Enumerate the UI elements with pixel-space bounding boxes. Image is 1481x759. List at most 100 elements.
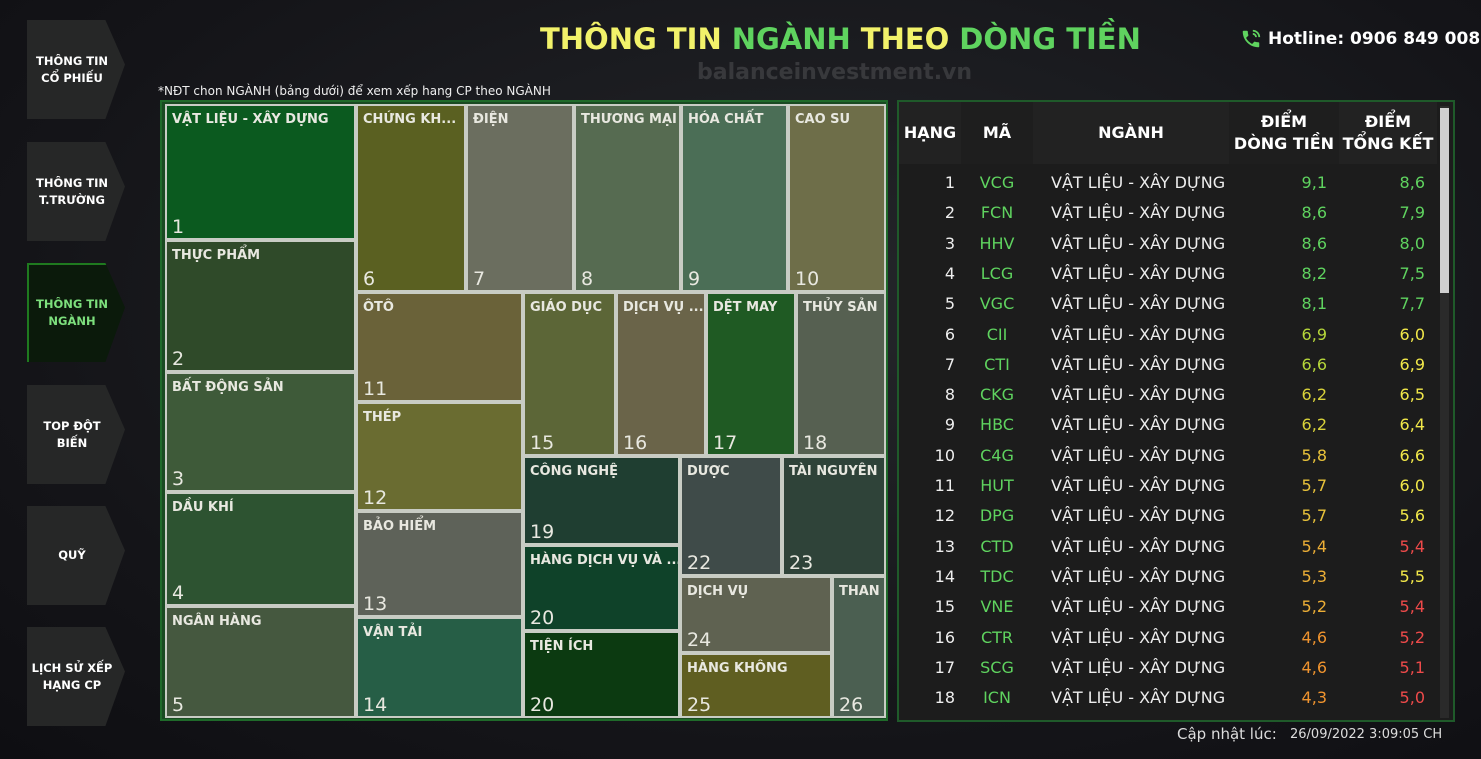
treemap-tile[interactable]: ÔTÔ 11 [356,292,523,402]
treemap-tile[interactable]: BẢO HIỂM 13 [356,511,523,617]
rank-cell: 4 [944,263,955,283]
code-cell: HUT [980,476,1014,495]
treemap-tile[interactable]: BẤT ĐỘNG SẢN 3 [165,372,356,492]
treemap-tile[interactable]: DỆT MAY 17 [706,292,796,456]
treemap-tile[interactable]: CHỨNG KH... 6 [356,104,466,292]
tile-label: DƯỢC [687,464,730,479]
rank-cell: 14 [934,566,955,586]
treemap-tile[interactable]: THAN 26 [832,576,886,718]
flow-score-cell: 8,2 [1301,263,1327,283]
total-score-cell: 6,0 [1399,476,1425,495]
treemap-tile[interactable]: DƯỢC 22 [680,456,782,576]
nav-button[interactable]: THÔNG TIN T.TRƯỜNG [27,142,125,241]
nav-button[interactable]: THÔNG TIN CỔ PHIẾU [27,20,125,119]
tile-rank: 5 [172,694,185,716]
treemap-tile[interactable]: CAO SU 10 [788,104,886,292]
tile-label: GIÁO DỤC [530,300,603,315]
rank-cell: 10 [934,445,955,465]
tile-rank: 2 [172,348,185,370]
scroll-thumb[interactable] [1440,108,1449,293]
treemap-tile[interactable]: CÔNG NGHỆ 19 [523,456,680,545]
sector-cell: VẬT LIỆU - XÂY DỰNG [1051,688,1226,708]
scrollbar[interactable] [1440,106,1449,718]
table-row[interactable]: 2 FCN VẬT LIỆU - XÂY DỰNG 8,6 7,9 [899,203,1439,227]
table-row[interactable]: 12 DPG VẬT LIỆU - XÂY DỰNG 5,7 5,6 [899,506,1439,530]
flow-score-cell: 6,9 [1301,324,1327,344]
table-row[interactable]: 1 VCG VẬT LIỆU - XÂY DỰNG 9,1 8,6 [899,173,1439,197]
treemap-tile[interactable]: HÀNG KHÔNG 25 [680,653,832,718]
treemap-tile[interactable]: NGÂN HÀNG 5 [165,606,356,718]
updated-time: 26/09/2022 3:09:05 CH [1290,727,1443,742]
rank-cell: 7 [944,354,955,374]
table-row[interactable]: 3 HHV VẬT LIỆU - XÂY DỰNG 8,6 8,0 [899,234,1439,258]
tile-label: DỊCH VỤ [687,584,749,599]
rank-cell: 16 [934,627,955,647]
tile-rank: 7 [473,268,486,290]
tile-rank: 26 [839,694,864,716]
table-row[interactable]: 9 HBC VẬT LIỆU - XÂY DỰNG 6,2 6,4 [899,415,1439,439]
treemap-tile[interactable]: TÀI NGUYÊN 23 [782,456,886,576]
total-score-cell: 8,6 [1399,173,1425,192]
code-cell: ICN [983,688,1011,708]
treemap-tile[interactable]: DỊCH VỤ ... 16 [616,292,706,456]
hotline-text: Hotline: 0906 849 008 [1268,29,1481,49]
table-row[interactable]: 8 CKG VẬT LIỆU - XÂY DỰNG 6,2 6,5 [899,385,1439,409]
total-score-cell: 5,1 [1399,657,1425,677]
table-row[interactable]: 13 CTD VẬT LIỆU - XÂY DỰNG 5,4 5,4 [899,537,1439,561]
table-row[interactable]: 6 CII VẬT LIỆU - XÂY DỰNG 6,9 6,0 [899,325,1439,349]
tile-rank: 17 [713,432,738,454]
tile-label: CHỨNG KH... [363,112,457,127]
nav-button[interactable]: THÔNG TIN NGÀNH [27,263,125,362]
tile-label: ĐIỆN [473,112,509,127]
tile-rank: 9 [688,268,701,290]
table-row[interactable]: 4 LCG VẬT LIỆU - XÂY DỰNG 8,2 7,5 [899,264,1439,288]
table-row[interactable]: 10 C4G VẬT LIỆU - XÂY DỰNG 5,8 6,6 [899,446,1439,470]
treemap-tile[interactable]: VẬT LIỆU - XÂY DỰNG 1 [165,104,356,240]
sector-cell: VẬT LIỆU - XÂY DỰNG [1051,597,1226,617]
code-cell: LCG [980,263,1014,283]
table-row[interactable]: 16 CTR VẬT LIỆU - XÂY DỰNG 4,6 5,2 [899,628,1439,652]
treemap-tile[interactable]: ĐIỆN 7 [466,104,574,292]
total-score-cell: 5,4 [1399,536,1425,556]
code-cell: HHV [979,233,1015,253]
tile-label: HÀNG KHÔNG [687,661,788,676]
tile-label: NGÂN HÀNG [172,614,262,629]
treemap-tile[interactable]: THỦY SẢN 18 [796,292,886,456]
total-score-cell: 6,6 [1399,445,1425,465]
tile-label: THƯƠNG MẠI [581,112,677,127]
tile-rank: 18 [803,432,828,454]
nav-button[interactable]: LỊCH SỬ XẾP HẠNG CP [27,627,125,726]
tile-rank: 13 [363,593,388,615]
treemap-tile[interactable]: HÓA CHẤT 9 [681,104,788,292]
tile-rank: 20 [530,607,555,629]
treemap-tile[interactable]: THÉP 12 [356,402,523,511]
table-row[interactable]: 15 VNE VẬT LIỆU - XÂY DỰNG 5,2 5,4 [899,597,1439,621]
sector-cell: VẬT LIỆU - XÂY DỰNG [1051,385,1226,405]
treemap-tile[interactable]: THỰC PHẨM 2 [165,240,356,372]
table-row[interactable]: 14 TDC VẬT LIỆU - XÂY DỰNG 5,3 5,5 [899,567,1439,591]
treemap-tile[interactable]: THƯƠNG MẠI 8 [574,104,681,292]
rank-cell: 1 [944,173,955,192]
treemap-tile[interactable]: VẬN TẢI 14 [356,617,523,718]
table-row[interactable]: 5 VGC VẬT LIỆU - XÂY DỰNG 8,1 7,7 [899,294,1439,318]
table-row[interactable]: 11 HUT VẬT LIỆU - XÂY DỰNG 5,7 6,0 [899,476,1439,500]
table-row[interactable]: 18 ICN VẬT LIỆU - XÂY DỰNG 4,3 5,0 [899,688,1439,712]
phone-icon [1242,29,1261,48]
nav-button[interactable]: QUỸ [27,506,125,605]
treemap-tile[interactable]: DẦU KHÍ 4 [165,492,356,606]
treemap-tile[interactable]: DỊCH VỤ 24 [680,576,832,653]
column-header: NGÀNH [1033,102,1229,164]
hotline[interactable]: Hotline: 0906 849 008 [1240,28,1480,50]
table-row[interactable]: 7 CTI VẬT LIỆU - XÂY DỰNG 6,6 6,9 [899,355,1439,379]
table-row[interactable]: 17 SCG VẬT LIỆU - XÂY DỰNG 4,6 5,1 [899,658,1439,682]
code-cell: CTI [984,354,1010,374]
rank-cell: 18 [934,688,955,708]
rank-cell: 8 [944,385,955,405]
code-cell: HBC [980,415,1014,435]
treemap-tile[interactable]: TIỆN ÍCH 20 [523,631,680,718]
treemap-tile[interactable]: HÀNG DỊCH VỤ VÀ ... 20 [523,545,680,631]
treemap-tile[interactable]: GIÁO DỤC 15 [523,292,616,456]
nav-button[interactable]: TOP ĐỘT BIẾN [27,385,125,484]
tile-label: THAN [839,584,880,599]
total-score-cell: 6,0 [1399,324,1425,344]
